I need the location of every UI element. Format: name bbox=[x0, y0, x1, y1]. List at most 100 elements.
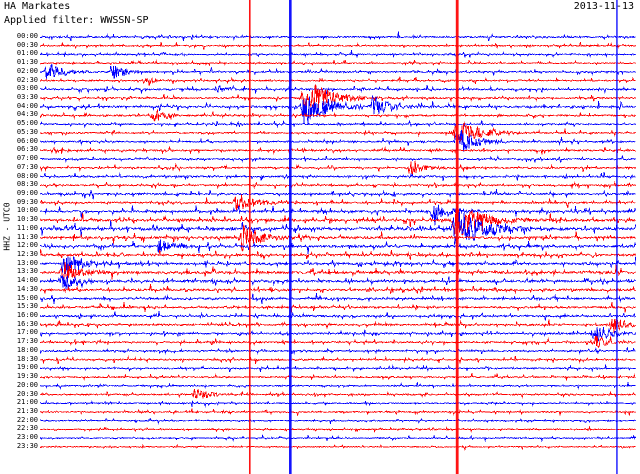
y-tick-label: 09:00 bbox=[16, 188, 38, 197]
y-tick-label: 12:30 bbox=[16, 250, 38, 258]
trace-row bbox=[40, 364, 636, 373]
y-tick-label: 04:00 bbox=[16, 101, 38, 110]
y-tick-label: 06:00 bbox=[16, 136, 38, 145]
y-tick-label: 02:30 bbox=[16, 75, 38, 84]
y-tick-label: 21:00 bbox=[16, 398, 38, 407]
applied-filter-label: Applied filter: WWSSN-SP bbox=[4, 15, 149, 26]
trace-row bbox=[40, 76, 636, 86]
trace-row bbox=[40, 172, 636, 182]
trace-row bbox=[40, 59, 636, 67]
station-title: HA Markates bbox=[4, 1, 71, 12]
trace-row bbox=[40, 31, 636, 42]
y-tick-label: 10:30 bbox=[16, 215, 38, 224]
y-tick-label: 04:30 bbox=[16, 110, 38, 119]
trace-row bbox=[40, 189, 636, 200]
trace-row bbox=[40, 382, 636, 390]
y-tick-label: 22:30 bbox=[16, 424, 38, 433]
y-tick-label: 20:30 bbox=[16, 389, 38, 398]
trace-row bbox=[40, 210, 636, 246]
trace-row bbox=[40, 335, 636, 348]
trace-row bbox=[40, 194, 636, 211]
y-tick-label: 10:00 bbox=[16, 206, 38, 215]
trace-row bbox=[40, 181, 636, 190]
y-tick-label: 13:30 bbox=[16, 267, 38, 276]
trace-row bbox=[40, 399, 636, 408]
trace-row bbox=[40, 204, 636, 226]
y-tick-label: 11:30 bbox=[16, 232, 38, 241]
trace-row bbox=[40, 275, 636, 289]
trace-row bbox=[40, 224, 636, 252]
trace-row bbox=[40, 146, 636, 155]
y-tick-label: 08:30 bbox=[16, 180, 38, 189]
y-tick-label: 09:30 bbox=[16, 197, 38, 206]
trace-row bbox=[40, 311, 636, 321]
y-tick-label: 05:30 bbox=[16, 127, 38, 136]
y-tick-label: 07:30 bbox=[16, 162, 38, 171]
trace-row bbox=[40, 261, 636, 281]
trace-row bbox=[40, 160, 636, 175]
seismogram-traces bbox=[40, 31, 636, 452]
trace-row bbox=[40, 256, 636, 275]
trace-row bbox=[40, 347, 636, 355]
trace-row bbox=[40, 425, 636, 433]
trace-row bbox=[40, 408, 636, 417]
y-tick-label: 23:30 bbox=[16, 441, 38, 450]
y-tick-label: 11:00 bbox=[16, 223, 38, 232]
event-marker-overlay bbox=[40, 0, 636, 474]
y-tick-label: 08:00 bbox=[16, 171, 38, 180]
trace-row bbox=[40, 50, 636, 58]
y-tick-label: 13:00 bbox=[16, 258, 38, 267]
y-tick-label: 03:30 bbox=[16, 93, 38, 102]
y-tick-label: 18:00 bbox=[16, 345, 38, 354]
y-tick-label: 16:00 bbox=[16, 311, 38, 320]
trace-row bbox=[40, 372, 636, 381]
y-tick-label: 15:30 bbox=[16, 302, 38, 311]
trace-row bbox=[40, 326, 636, 342]
trace-row bbox=[40, 301, 636, 313]
trace-row bbox=[40, 83, 636, 118]
trace-row bbox=[40, 443, 636, 452]
trace-row bbox=[40, 108, 636, 122]
trace-row bbox=[40, 84, 636, 95]
y-tick-label: 17:00 bbox=[16, 328, 38, 337]
trace-row bbox=[40, 155, 636, 164]
y-tick-label: 00:30 bbox=[16, 40, 38, 49]
y-tick-label: 17:30 bbox=[16, 337, 38, 346]
y-tick-label: 18:30 bbox=[16, 354, 38, 363]
trace-row bbox=[40, 41, 636, 50]
y-tick-label: 14:30 bbox=[16, 284, 38, 293]
y-tick-label: 12:00 bbox=[16, 241, 38, 250]
record-date: 2013-11-13 bbox=[573, 1, 634, 12]
y-tick-label: 19:00 bbox=[16, 363, 38, 372]
trace-row bbox=[40, 121, 636, 144]
trace-row bbox=[40, 63, 636, 79]
trace-row bbox=[40, 293, 636, 304]
y-tick-label: 02:00 bbox=[16, 66, 38, 75]
trace-row bbox=[40, 417, 636, 426]
y-tick-label: 15:00 bbox=[16, 293, 38, 302]
trace-row bbox=[40, 130, 636, 152]
y-tick-label: 14:00 bbox=[16, 276, 38, 285]
trace-row bbox=[40, 239, 636, 254]
y-tick-label: 21:30 bbox=[16, 406, 38, 415]
trace-row bbox=[40, 388, 636, 400]
y-tick-label: 19:30 bbox=[16, 372, 38, 381]
y-tick-label: 05:00 bbox=[16, 119, 38, 128]
trace-row bbox=[40, 283, 636, 295]
y-tick-label: 16:30 bbox=[16, 319, 38, 328]
trace-row bbox=[40, 249, 636, 260]
trace-row bbox=[40, 318, 636, 334]
y-axis-tick-labels: 00:00 00:30 01:00 01:30 02:00 02:30 03:00 03:30… bbox=[0, 0, 40, 474]
y-tick-label: 07:00 bbox=[16, 154, 38, 163]
y-tick-label: 06:30 bbox=[16, 145, 38, 154]
y-tick-label: 03:00 bbox=[16, 84, 38, 93]
seismogram-plot bbox=[40, 31, 636, 452]
trace-row bbox=[40, 119, 636, 128]
y-tick-label: 20:00 bbox=[16, 380, 38, 389]
y-tick-label: 00:00 bbox=[16, 32, 38, 40]
trace-row bbox=[40, 355, 636, 365]
full-height-event-markers bbox=[248, 0, 618, 474]
trace-row bbox=[40, 201, 636, 236]
y-tick-label: 01:30 bbox=[16, 58, 38, 67]
